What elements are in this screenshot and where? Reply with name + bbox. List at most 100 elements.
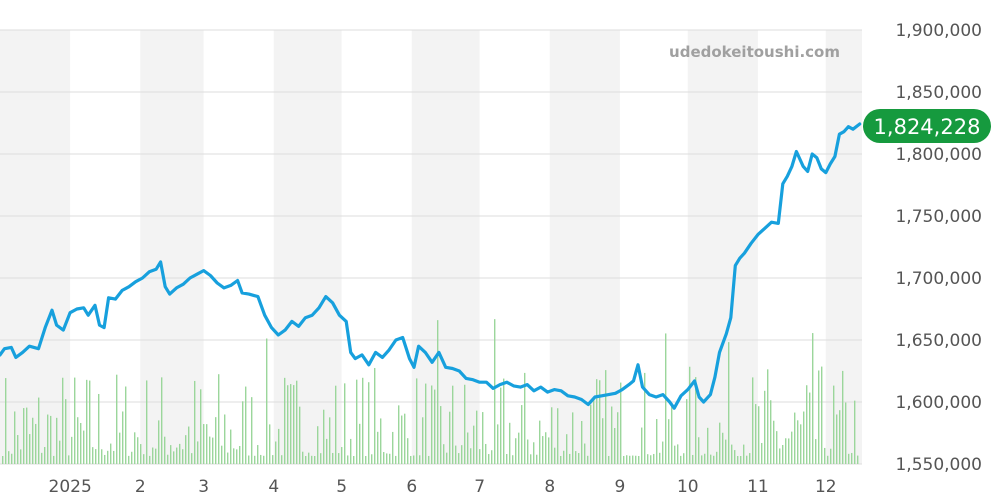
volume-bar <box>776 431 778 464</box>
volume-bar <box>65 399 67 464</box>
x-tick-label: 4 <box>268 477 279 497</box>
volume-bar <box>401 415 403 464</box>
volume-bar <box>272 455 274 464</box>
volume-bar <box>578 453 580 464</box>
volume-bar <box>806 385 808 464</box>
volume-bar <box>32 417 34 464</box>
volume-bar <box>245 386 247 464</box>
x-tick-label: 7 <box>474 477 485 497</box>
volume-bar <box>356 379 358 464</box>
volume-bar <box>653 453 655 464</box>
volume-bar <box>380 418 382 464</box>
volume-bar <box>500 387 502 464</box>
volume-bar <box>353 455 355 464</box>
volume-bar <box>323 409 325 464</box>
volume-bar <box>71 436 73 464</box>
volume-bar <box>53 455 55 464</box>
volume-bar <box>227 452 229 464</box>
volume-bar <box>479 449 481 464</box>
volume-bar <box>287 385 289 464</box>
volume-bar <box>314 455 316 464</box>
volume-bar <box>173 451 175 464</box>
volume-bar <box>266 338 268 464</box>
volume-bar <box>641 427 643 464</box>
volume-bar <box>311 455 313 464</box>
volume-bar <box>602 418 604 464</box>
volume-bar <box>215 417 217 464</box>
volume-bar <box>671 404 673 464</box>
volume-bar <box>158 420 160 464</box>
volume-bar <box>188 426 190 464</box>
volume-bar <box>338 453 340 464</box>
volume-bar <box>374 367 376 464</box>
volume-bar <box>827 455 829 464</box>
volume-bar <box>530 454 532 464</box>
volume-bar <box>455 445 457 464</box>
volume-bar <box>5 378 7 464</box>
y-tick-label: 1,900,000 <box>895 21 982 41</box>
volume-bar <box>746 455 748 464</box>
site-watermark: udedokeitoushi.com <box>669 43 840 61</box>
volume-bar <box>350 438 352 464</box>
volume-bar <box>755 404 757 464</box>
volume-bar <box>611 406 613 464</box>
volume-bar <box>77 417 79 464</box>
volume-bar <box>305 455 307 464</box>
volume-bar <box>11 453 13 464</box>
volume-bar <box>20 449 22 464</box>
volume-bar <box>467 432 469 464</box>
volume-bar <box>686 399 688 464</box>
volume-bar <box>95 449 97 464</box>
volume-bar <box>629 455 631 464</box>
volume-bar <box>587 455 589 464</box>
volume-bar <box>122 411 124 464</box>
volume-bar <box>368 382 370 464</box>
volume-bar <box>590 404 592 464</box>
volume-bar <box>98 393 100 464</box>
volume-bar <box>284 377 286 464</box>
volume-bar <box>551 407 553 464</box>
volume-bar <box>494 319 496 464</box>
volume-bar <box>200 389 202 464</box>
month-band <box>140 30 204 464</box>
volume-bar <box>440 406 442 464</box>
volume-bar <box>74 377 76 464</box>
volume-bar <box>185 435 187 464</box>
volume-bar <box>536 454 538 464</box>
volume-bar <box>131 451 133 464</box>
volume-bar <box>764 390 766 464</box>
volume-bar <box>263 455 265 464</box>
volume-bar <box>317 426 319 464</box>
volume-bar <box>695 377 697 464</box>
volume-bar <box>248 455 250 464</box>
volume-bar <box>680 455 682 464</box>
x-tick-label: 6 <box>406 477 417 497</box>
volume-bar <box>281 455 283 464</box>
volume-bar <box>29 434 31 464</box>
y-tick-label: 1,650,000 <box>895 331 982 351</box>
volume-bar <box>851 452 853 464</box>
volume-bar <box>800 424 802 464</box>
volume-bar <box>524 372 526 464</box>
volume-bar <box>194 380 196 464</box>
volume-bar <box>773 420 775 464</box>
volume-bar <box>419 455 421 464</box>
volume-bar <box>224 414 226 464</box>
volume-bar <box>791 431 793 464</box>
volume-bar <box>104 454 106 464</box>
volume-bar <box>242 401 244 464</box>
volume-bar <box>563 450 565 464</box>
volume-bar <box>278 428 280 464</box>
x-tick-label: 2 <box>135 477 146 497</box>
volume-bar <box>704 453 706 464</box>
volume-bar <box>581 421 583 464</box>
volume-bar <box>389 453 391 464</box>
volume-bar <box>233 448 235 464</box>
volume-bar <box>491 450 493 464</box>
y-tick-label: 1,550,000 <box>895 455 982 475</box>
x-tick-label: 9 <box>615 477 626 497</box>
volume-bar <box>155 448 157 464</box>
volume-bar <box>548 437 550 464</box>
volume-bar <box>434 389 436 464</box>
